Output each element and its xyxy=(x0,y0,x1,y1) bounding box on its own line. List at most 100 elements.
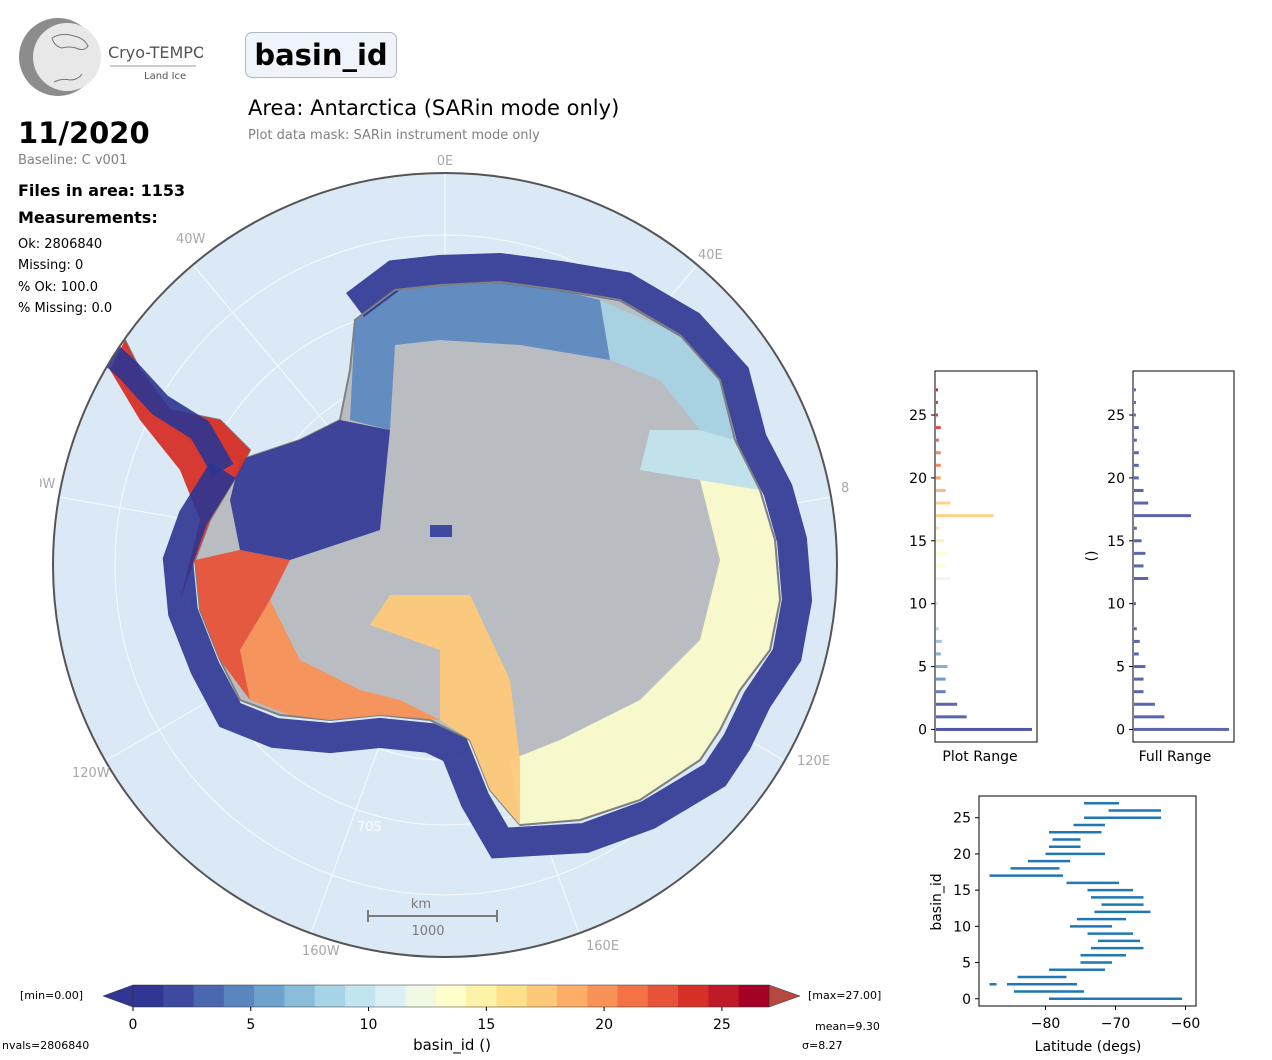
stat-ok: Ok: 2806840 xyxy=(18,237,103,252)
logo-subtitle: Land Ice xyxy=(144,71,186,82)
histogram-bar xyxy=(936,665,948,669)
lon-label-80e: 80E xyxy=(841,481,850,496)
baseline-label: Baseline: C v001 xyxy=(18,153,128,168)
stat-missing: Missing: 0 xyxy=(18,258,84,273)
colorbar-tick-label: 10 xyxy=(360,1017,378,1033)
peninsula-tracks xyxy=(92,336,234,476)
hist-ytick-label: 0 xyxy=(918,722,927,738)
histogram-bar xyxy=(1134,463,1139,467)
hist2-frame xyxy=(1132,370,1235,743)
sigma-label: σ=8.27 xyxy=(802,1039,843,1052)
lat-ytick-label: 0 xyxy=(962,992,971,1008)
histogram-bar xyxy=(936,702,958,706)
histogram-bar xyxy=(1134,438,1137,442)
lat-xtick-label: −60 xyxy=(1171,1016,1201,1032)
colorbar-swatch xyxy=(133,985,164,1007)
colorbar-swatch xyxy=(345,985,376,1007)
lat-ytick-label: 20 xyxy=(953,847,971,863)
colorbar-swatch xyxy=(314,985,346,1007)
histogram-bar xyxy=(936,413,938,417)
hist-ytick-label: 0 xyxy=(1116,722,1125,738)
lon-label-40e: 40E xyxy=(698,248,723,263)
hist-ytick-label: 15 xyxy=(909,534,927,550)
histogram-bar xyxy=(1134,677,1144,681)
measurements-title: Measurements: xyxy=(18,208,158,227)
lat-xlabel: Latitude (degs) xyxy=(1035,1039,1142,1055)
histogram-bar xyxy=(1134,400,1136,404)
histogram-bar xyxy=(1134,488,1144,492)
antarctica-map: 0E 40E 80E 120E 160E 160W 120W 80W 40W 7… xyxy=(40,154,850,959)
files-count: Files in area: 1153 xyxy=(18,181,186,200)
histogram-bar xyxy=(936,514,994,518)
lon-label-80w: 80W xyxy=(40,477,56,492)
colorbar-swatch xyxy=(557,985,588,1007)
latitude-range-plot: 0 5 10 15 20 25 −80 −70 −60 Latitude (degs) bas… xyxy=(929,795,1201,1055)
histogram-bar xyxy=(1134,526,1137,530)
histogram-bar xyxy=(936,639,942,643)
histogram-bar xyxy=(936,727,1032,731)
histogram-bar xyxy=(1134,639,1140,643)
colorbar-min-arrow xyxy=(102,984,134,1008)
histogram-bar xyxy=(1134,451,1139,455)
hist1-xlabel: Plot Range xyxy=(942,749,1017,765)
colorbar-max: [max=27.00] xyxy=(808,989,881,1002)
colorbar-swatch xyxy=(284,985,316,1007)
colorbar-swatch xyxy=(163,985,195,1007)
colorbar: [min=0.00] [max=27.00] 0 5 10 15 20 25 basin_… xyxy=(2,984,881,1055)
lon-label-160e: 160E xyxy=(586,939,619,954)
histogram-bar xyxy=(936,526,939,530)
histogram-bar xyxy=(936,602,938,606)
colorbar-tick-label: 25 xyxy=(713,1017,731,1033)
colorbar-tick-label: 20 xyxy=(595,1017,613,1033)
histogram-bar xyxy=(1134,539,1142,543)
hist-ytick-label: 10 xyxy=(1107,597,1125,613)
hist-ytick-label: 10 xyxy=(909,597,927,613)
map-border xyxy=(52,172,838,958)
histogram-bar xyxy=(936,539,944,543)
histogram-plot-range: 0 5 10 15 20 25 Plot Range xyxy=(909,370,1038,765)
colorbar-swatch xyxy=(496,985,528,1007)
lon-label-0e: 0E xyxy=(437,154,454,169)
colorbar-swatch xyxy=(375,985,407,1007)
colorbar-label: basin_id () xyxy=(413,1036,491,1055)
colorbar-swatch xyxy=(617,985,649,1007)
histogram-bar xyxy=(936,577,951,581)
histogram-bar xyxy=(936,476,941,480)
histogram-bar xyxy=(1134,413,1136,417)
colorbar-swatch xyxy=(405,985,437,1007)
histogram-bar xyxy=(936,551,948,555)
cryo-tempo-logo: Cryo-TEMPO Land Ice xyxy=(19,18,203,96)
colorbar-swatch xyxy=(678,985,709,1007)
lat-frame xyxy=(978,795,1197,1007)
colorbar-swatch xyxy=(193,985,225,1007)
mean-label: mean=9.30 xyxy=(815,1020,880,1033)
histogram-full-range: 0 5 10 15 20 25 Full Range () xyxy=(1084,370,1235,765)
scale-value: 1000 xyxy=(411,924,444,939)
colorbar-max-arrow xyxy=(768,984,801,1008)
colorbar-tick-label: 15 xyxy=(477,1017,495,1033)
lat-ylabel: basin_id xyxy=(929,873,945,930)
histogram-bar xyxy=(1134,564,1144,568)
histogram-bar xyxy=(936,501,951,505)
histogram-bar xyxy=(1134,727,1229,731)
scale-bar: km 1000 xyxy=(367,897,498,939)
hist-ytick-label: 20 xyxy=(1107,471,1125,487)
colorbar-swatch xyxy=(526,985,558,1007)
colorbar-swatch xyxy=(738,985,770,1007)
colorbar-swatch xyxy=(587,985,619,1007)
histogram-bar xyxy=(1134,702,1155,706)
hist1-frame xyxy=(934,370,1038,743)
histogram-bar xyxy=(1134,577,1149,581)
lon-label-40w: 40W xyxy=(176,232,206,247)
mask-note: Plot data mask: SARin instrument mode on… xyxy=(248,128,540,143)
histogram-bar xyxy=(1134,426,1139,430)
histogram-bar xyxy=(936,677,946,681)
histogram-bar xyxy=(936,438,939,442)
lat-ytick-label: 25 xyxy=(953,811,971,827)
colorbar-min: [min=0.00] xyxy=(20,989,83,1002)
histogram-bar xyxy=(936,463,941,467)
variable-title: basin_id xyxy=(245,32,397,78)
histogram-bar xyxy=(936,488,946,492)
hist-ytick-label: 5 xyxy=(1116,660,1125,676)
colorbar-tick-label: 5 xyxy=(246,1017,255,1033)
